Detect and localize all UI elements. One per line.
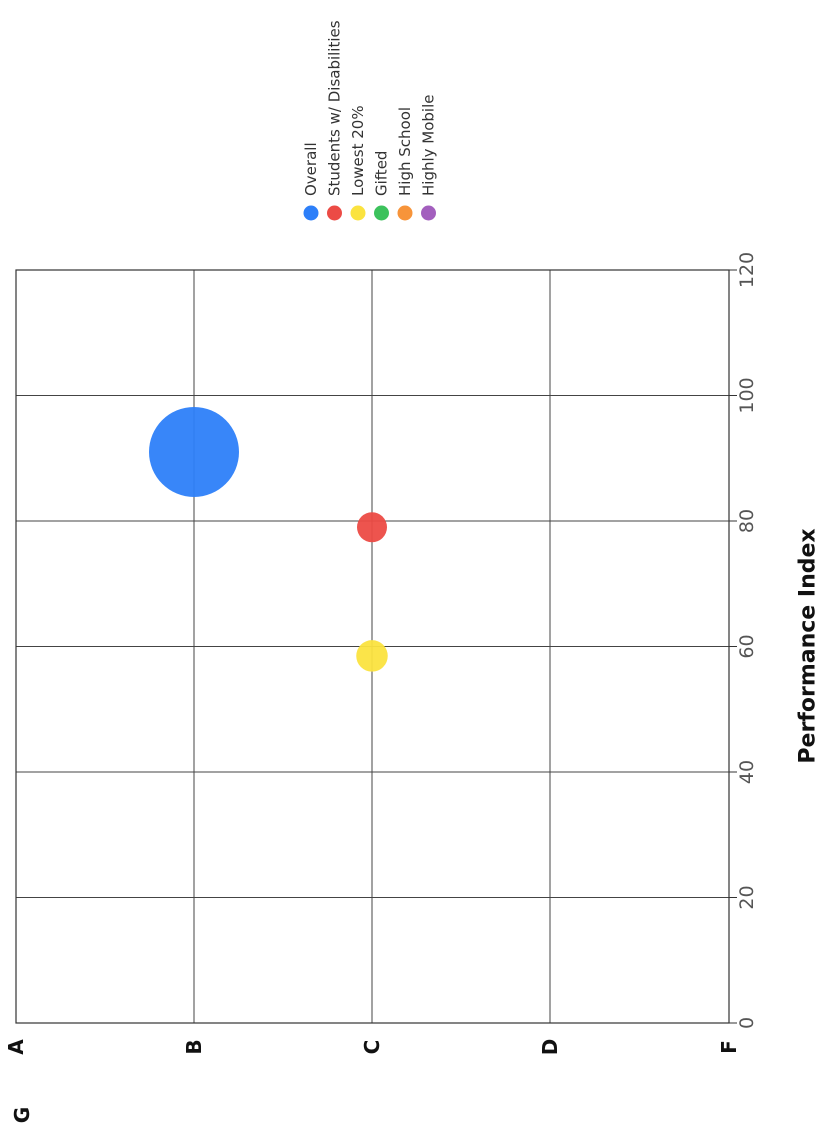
legend-item[interactable]: Lowest 20% — [349, 105, 367, 221]
legend-item[interactable]: Overall — [302, 142, 320, 221]
legend-marker — [421, 205, 436, 221]
legend-marker — [374, 205, 389, 221]
legend-item[interactable]: Gifted — [373, 151, 391, 221]
data-points — [149, 406, 388, 672]
legend-item[interactable]: High School — [396, 107, 414, 221]
legend-label: Highly Mobile — [420, 95, 438, 197]
legend-label: Gifted — [373, 151, 391, 196]
data-point-lowest-20-[interactable] — [356, 640, 388, 672]
x-tick-label: 100 — [736, 377, 758, 413]
grade-tick-label: C — [360, 1040, 384, 1055]
grade-tick-label: F — [717, 1040, 741, 1054]
grade-tick-label: B — [182, 1039, 206, 1054]
legend-marker — [397, 205, 413, 221]
x-axis-title: Performance Index — [796, 528, 821, 763]
legend-item[interactable]: Students w/ Disabilities — [326, 20, 344, 221]
legend-label: Overall — [302, 142, 320, 196]
legend-item[interactable]: Highly Mobile — [420, 95, 438, 221]
x-tick-label: 40 — [736, 760, 758, 784]
legend-marker — [350, 205, 366, 221]
legend-marker — [327, 205, 342, 221]
grade-tick-label: A — [4, 1039, 28, 1055]
legend-label: Students w/ Disabilities — [326, 20, 344, 196]
legend-label: High School — [396, 107, 414, 196]
legend[interactable]: Overall Students w/ Disabilities Lowest 20… — [302, 20, 438, 221]
grade-axis-title: G — [10, 1107, 34, 1123]
data-point-overall[interactable] — [149, 406, 239, 497]
grade-tick-label: D — [538, 1039, 562, 1056]
x-axis-ticks: 0 20 40 60 80 100 120 — [729, 252, 758, 1029]
x-tick-label: 80 — [736, 509, 758, 533]
legend-marker — [303, 205, 319, 221]
x-tick-label: 60 — [736, 634, 758, 658]
x-tick-label: 20 — [736, 885, 758, 909]
x-tick-label: 120 — [736, 252, 758, 288]
x-tick-label: 0 — [736, 1017, 758, 1029]
legend-label: Lowest 20% — [349, 105, 367, 196]
data-point-students-w-disabilities[interactable] — [357, 512, 387, 543]
